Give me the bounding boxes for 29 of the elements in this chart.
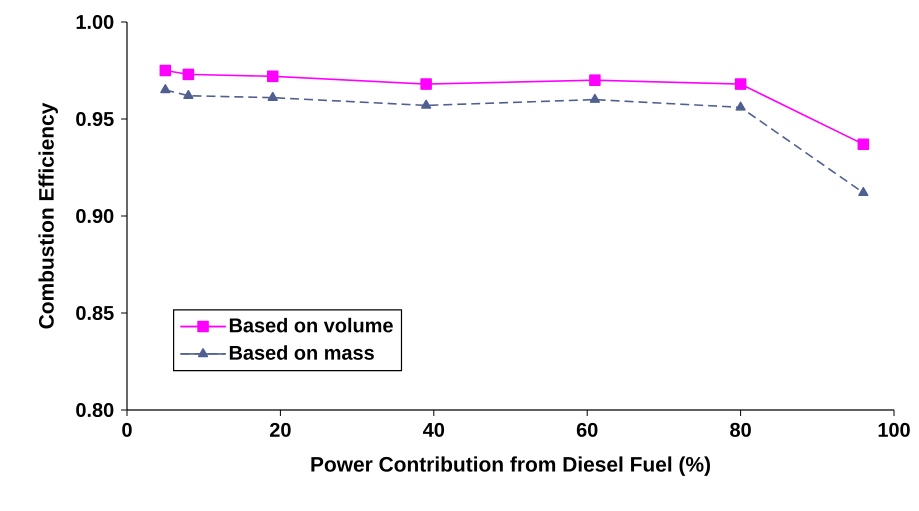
point bbox=[182, 68, 194, 80]
y-tick-label: 0.90 bbox=[76, 208, 114, 224]
point bbox=[420, 78, 432, 90]
y-axis-title: Combustion Efficiency bbox=[38, 102, 58, 328]
y-tick-label: 1.00 bbox=[76, 14, 114, 30]
legend-label: Based on mass bbox=[230, 345, 374, 360]
legend-label: Based on volume bbox=[230, 318, 393, 332]
point bbox=[858, 138, 870, 150]
point bbox=[735, 102, 746, 111]
x-tick-label: 0 bbox=[122, 422, 132, 437]
point bbox=[160, 64, 172, 76]
point bbox=[266, 70, 279, 82]
x-tick-label: 20 bbox=[270, 422, 291, 437]
x-axis-title: Power Contribution from Diesel Fuel (%) bbox=[311, 456, 710, 476]
y-tick-label: 0.95 bbox=[76, 112, 114, 126]
point bbox=[160, 84, 170, 94]
point bbox=[734, 78, 746, 90]
y-tick-label: 0.80 bbox=[76, 402, 114, 418]
x-tick-label: 100 bbox=[878, 422, 910, 437]
x-tick-label: 80 bbox=[730, 422, 751, 437]
point bbox=[268, 92, 278, 101]
x-tick-label: 60 bbox=[576, 422, 598, 437]
point bbox=[590, 94, 600, 103]
x-tick-label: 40 bbox=[423, 422, 444, 437]
y-tick-label: 0.85 bbox=[76, 306, 114, 320]
point bbox=[421, 100, 432, 109]
point bbox=[589, 74, 601, 86]
point bbox=[858, 186, 868, 196]
point bbox=[183, 90, 194, 100]
